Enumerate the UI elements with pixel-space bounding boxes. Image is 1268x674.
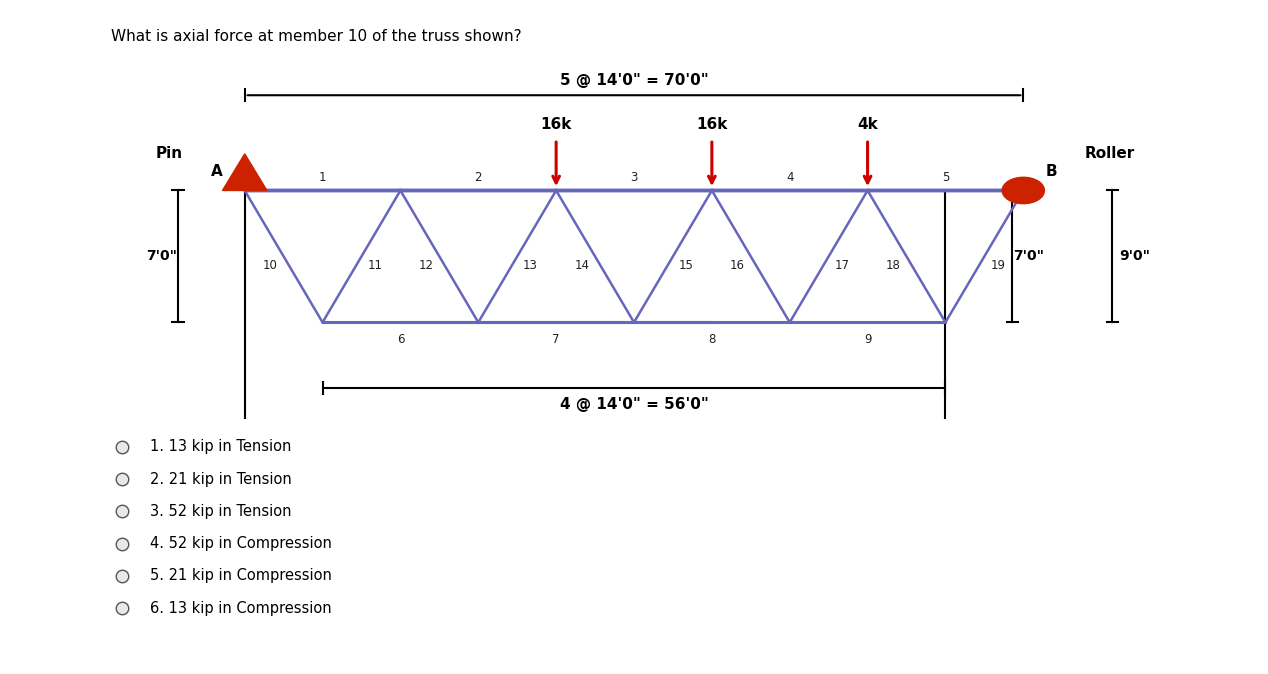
Text: 10: 10 bbox=[262, 259, 278, 272]
Text: 8: 8 bbox=[708, 332, 715, 346]
Text: 18: 18 bbox=[886, 259, 900, 272]
Text: 7'0": 7'0" bbox=[1013, 249, 1045, 264]
Text: 5 @ 14'0" = 70'0": 5 @ 14'0" = 70'0" bbox=[559, 73, 709, 88]
Text: What is axial force at member 10 of the truss shown?: What is axial force at member 10 of the … bbox=[112, 29, 522, 44]
Text: 7: 7 bbox=[553, 332, 560, 346]
Text: 4. 52 kip in Compression: 4. 52 kip in Compression bbox=[150, 536, 332, 551]
Text: 19: 19 bbox=[990, 259, 1006, 272]
Text: 6: 6 bbox=[397, 332, 404, 346]
Text: Pin: Pin bbox=[156, 146, 183, 161]
Text: 7'0": 7'0" bbox=[146, 249, 176, 264]
Text: 14: 14 bbox=[574, 259, 590, 272]
Text: 4k: 4k bbox=[857, 117, 877, 132]
Text: 13: 13 bbox=[524, 259, 538, 272]
Text: 15: 15 bbox=[678, 259, 694, 272]
Text: 12: 12 bbox=[418, 259, 434, 272]
Text: 9: 9 bbox=[864, 332, 871, 346]
Text: 1. 13 kip in Tension: 1. 13 kip in Tension bbox=[150, 439, 292, 454]
Ellipse shape bbox=[1002, 177, 1045, 204]
Text: 2. 21 kip in Tension: 2. 21 kip in Tension bbox=[150, 472, 292, 487]
Text: 17: 17 bbox=[834, 259, 850, 272]
Text: A: A bbox=[210, 164, 223, 179]
Text: 4 @ 14'0" = 56'0": 4 @ 14'0" = 56'0" bbox=[559, 397, 709, 412]
Text: 4: 4 bbox=[786, 171, 794, 184]
Text: 5. 21 kip in Compression: 5. 21 kip in Compression bbox=[150, 568, 332, 583]
Text: 16k: 16k bbox=[696, 117, 728, 132]
Text: 16k: 16k bbox=[540, 117, 572, 132]
Text: 5: 5 bbox=[942, 171, 950, 184]
Text: 9'0": 9'0" bbox=[1120, 249, 1150, 264]
Text: 6. 13 kip in Compression: 6. 13 kip in Compression bbox=[150, 601, 332, 615]
Text: Roller: Roller bbox=[1084, 146, 1135, 161]
Text: 1: 1 bbox=[318, 171, 326, 184]
Text: 11: 11 bbox=[368, 259, 383, 272]
Text: 2: 2 bbox=[474, 171, 482, 184]
Text: B: B bbox=[1045, 164, 1058, 179]
Polygon shape bbox=[222, 154, 268, 191]
Text: 3: 3 bbox=[630, 171, 638, 184]
Text: 16: 16 bbox=[730, 259, 744, 272]
Text: 3. 52 kip in Tension: 3. 52 kip in Tension bbox=[150, 504, 292, 519]
